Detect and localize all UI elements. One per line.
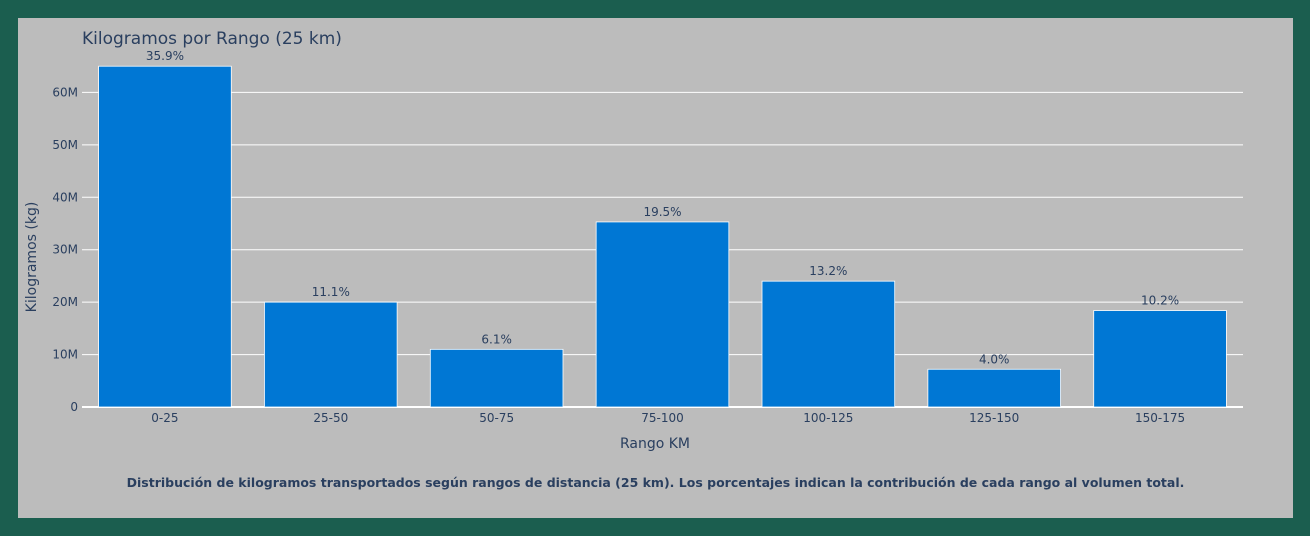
bar: [595, 221, 730, 408]
bars: 35.9% 11.1% 6.1% 19.5% 13.2% 4.0% 10.2%: [98, 49, 1227, 408]
bar-data-label: 10.2%: [1141, 294, 1179, 308]
x-tick-label: 100-125: [803, 411, 853, 425]
x-tick-label: 25-50: [313, 411, 348, 425]
bar-data-label: 13.2%: [809, 264, 847, 278]
bar: [98, 65, 232, 408]
x-tick-label: 125-150: [969, 411, 1019, 425]
y-tick-label: 60M: [52, 85, 78, 99]
bar: [1093, 310, 1227, 408]
chart-title: Kilogramos por Rango (25 km): [82, 29, 342, 49]
x-tick-label: 75-100: [641, 411, 684, 425]
y-tick-label: 30M: [52, 243, 78, 257]
y-axis-title: Kilogramos (kg): [24, 202, 40, 313]
bar-data-label: 35.9%: [146, 49, 184, 63]
y-tick-label: 40M: [52, 190, 78, 204]
bar: [429, 348, 564, 408]
bar: [927, 368, 1061, 408]
x-tick-label: 50-75: [479, 411, 514, 425]
y-tick-label: 50M: [52, 138, 78, 152]
bar-data-label: 11.1%: [312, 285, 350, 299]
y-tick-label: 0: [70, 400, 78, 414]
y-tick-label: 20M: [52, 295, 78, 309]
bar: [761, 280, 896, 408]
x-tick-label: 0-25: [151, 411, 178, 425]
y-tick-label: 10M: [52, 348, 78, 362]
y-axis-ticks: 0 10M 20M 30M 40M 50M 60M: [52, 85, 78, 414]
bar-data-label: 19.5%: [643, 205, 681, 219]
x-tick-label: 150-175: [1135, 411, 1185, 425]
x-axis-title: Rango KM: [620, 436, 690, 452]
x-axis-ticks: 0-25 25-50 50-75 75-100 100-125 125-150 150-17…: [151, 411, 1185, 425]
chart-caption: Distribución de kilogramos transportados…: [126, 475, 1185, 490]
bar-data-label: 6.1%: [481, 332, 512, 346]
bar-chart: Kilogramos por Rango (25 km) 0 10M 20M 30M 4…: [24, 29, 1243, 452]
chart-panel: Kilogramos por Rango (25 km) 0 10M 20M 30M 4…: [18, 18, 1293, 518]
bar: [264, 301, 398, 408]
bar-data-label: 4.0%: [979, 352, 1010, 366]
